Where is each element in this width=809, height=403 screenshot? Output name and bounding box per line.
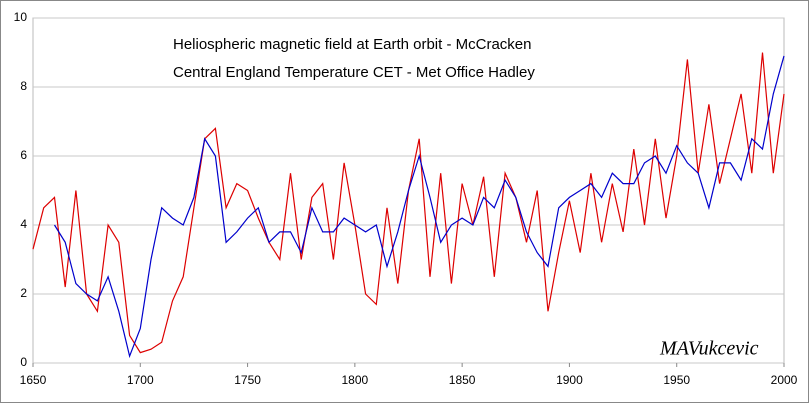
y-tick-label: 6 <box>20 148 27 162</box>
x-tick-label: 2000 <box>771 373 798 387</box>
x-tick-label: 1650 <box>20 373 47 387</box>
y-tick-label: 0 <box>20 355 27 369</box>
x-tick-label: 1900 <box>556 373 583 387</box>
x-tick-label: 1950 <box>663 373 690 387</box>
series-line <box>53 55 785 359</box>
y-tick-label: 4 <box>20 217 27 231</box>
y-tick-label: 2 <box>20 286 27 300</box>
x-tick-label: 1700 <box>127 373 154 387</box>
legend-annotation: Heliospheric magnetic field at Earth orb… <box>173 36 531 53</box>
x-tick-label: 1750 <box>234 373 261 387</box>
y-tick-label: 10 <box>14 10 28 24</box>
y-tick-label: 8 <box>20 79 27 93</box>
legend-annotation: Central England Temperature CET - Met Of… <box>173 64 535 81</box>
x-tick-label: 1850 <box>449 373 476 387</box>
watermark: MAVukcevic <box>659 338 759 360</box>
x-tick-label: 1800 <box>342 373 369 387</box>
